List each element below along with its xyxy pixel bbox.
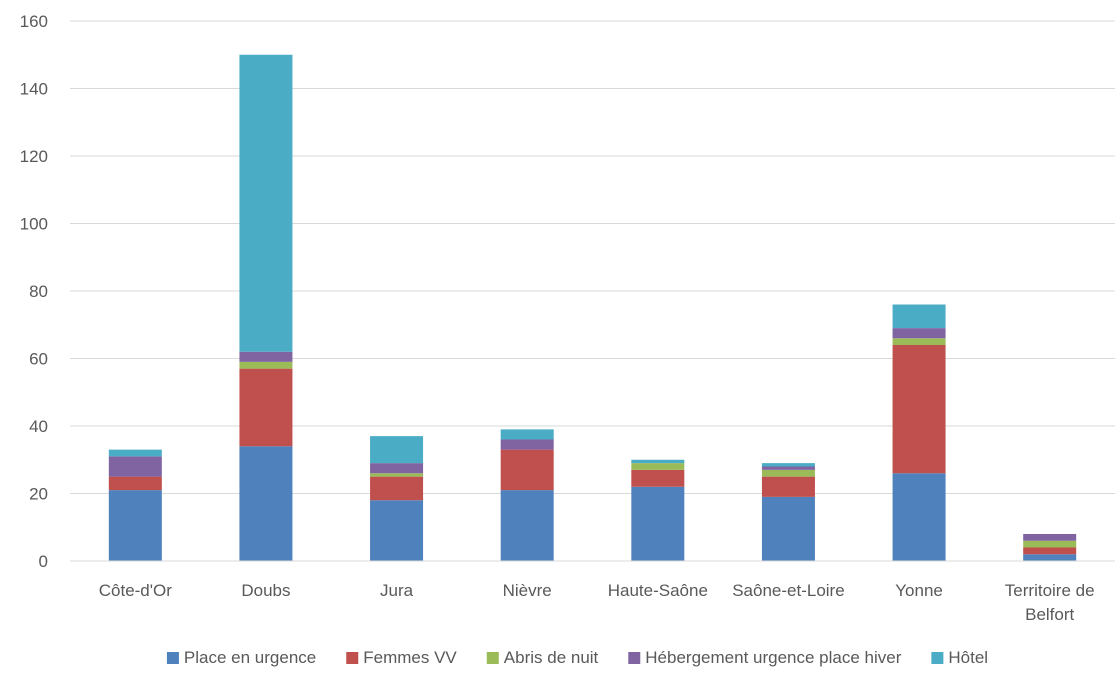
legend: Place en urgence Femmes VV Abris de nuit Hé… xyxy=(166,648,988,667)
x-tick-label: Belfort xyxy=(1025,605,1074,624)
legend-label: Hôtel xyxy=(948,648,988,667)
bar-segment xyxy=(1023,547,1077,555)
bar-segment xyxy=(761,476,815,497)
bar-segment xyxy=(500,449,554,491)
x-tick-label: Saône-et-Loire xyxy=(732,581,844,600)
y-tick-label: 100 xyxy=(20,215,48,234)
bar-segment xyxy=(631,486,685,561)
legend-swatch xyxy=(931,652,944,664)
bar-segment xyxy=(1023,534,1077,541)
y-tick-label: 80 xyxy=(29,282,48,301)
y-tick-label: 160 xyxy=(20,12,48,31)
bar-segment xyxy=(500,429,554,440)
y-tick-label: 20 xyxy=(29,485,48,504)
legend-label: Place en urgence xyxy=(184,648,316,667)
bar-segment xyxy=(1023,540,1077,548)
x-tick-label: Territoire de xyxy=(1005,581,1095,600)
legend-label: Hébergement urgence place hiver xyxy=(645,648,901,667)
bar-segment xyxy=(761,469,815,477)
gridlines xyxy=(70,20,1115,494)
bar-segment xyxy=(892,473,946,561)
bar-segment xyxy=(108,456,162,477)
x-tick-label: Doubs xyxy=(241,581,290,600)
legend-swatch xyxy=(628,652,641,664)
legend-label: Abris de nuit xyxy=(504,648,599,667)
bar-segment xyxy=(761,463,815,467)
bar-segment xyxy=(1023,554,1077,561)
legend-swatch xyxy=(486,652,499,664)
bar-segment xyxy=(108,476,162,491)
x-axis-tick-labels: Côte-d'Or Doubs Jura Nièvre Haute-Saône Saône… xyxy=(99,581,1095,624)
bar-segment xyxy=(239,351,293,362)
bar-segment xyxy=(239,446,293,561)
bar-segment xyxy=(631,463,685,470)
y-tick-label: 120 xyxy=(20,147,48,166)
x-tick-label: Haute-Saône xyxy=(608,581,708,600)
y-axis-tick-labels: 0 20 40 60 80 100 120 140 160 xyxy=(20,12,48,571)
bar-segment xyxy=(892,345,946,474)
y-tick-label: 140 xyxy=(20,80,48,99)
legend-swatch xyxy=(166,652,179,664)
y-tick-label: 40 xyxy=(29,417,48,436)
bar-segment xyxy=(631,469,685,487)
bar-segment xyxy=(761,496,815,561)
bar-segment xyxy=(370,473,424,477)
bar-segment xyxy=(892,338,946,345)
bar-segment xyxy=(239,54,293,352)
bar-segment xyxy=(370,436,424,464)
y-tick-label: 60 xyxy=(29,350,48,369)
y-tick-label: 0 xyxy=(39,552,48,571)
bar-segment xyxy=(500,439,554,450)
x-tick-label: Jura xyxy=(380,581,414,600)
bar-segment xyxy=(239,361,293,369)
bar-segment xyxy=(108,449,162,457)
bar-segment xyxy=(370,463,424,474)
bar-segment xyxy=(631,459,685,464)
bar-segment xyxy=(761,466,815,470)
x-tick-label: Yonne xyxy=(895,581,943,600)
bar-segment xyxy=(500,490,554,561)
bar-segment xyxy=(892,304,946,329)
bar-segment xyxy=(892,328,946,339)
x-tick-label: Côte-d'Or xyxy=(99,581,172,600)
legend-label: Femmes VV xyxy=(363,648,457,667)
bar-segment xyxy=(108,490,162,561)
x-tick-label: Nièvre xyxy=(503,581,552,600)
bars xyxy=(108,54,1077,561)
bar-segment xyxy=(370,500,424,561)
bar-segment xyxy=(239,368,293,447)
bar-segment xyxy=(370,476,424,501)
legend-swatch xyxy=(346,652,359,664)
